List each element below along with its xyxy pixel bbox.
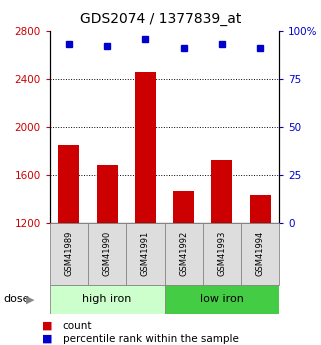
Text: ■: ■: [42, 321, 52, 331]
Bar: [88, 223, 126, 285]
Bar: [173, 191, 194, 223]
Bar: [58, 145, 79, 223]
Text: GSM41994: GSM41994: [256, 231, 265, 276]
Text: high iron: high iron: [82, 294, 132, 304]
Text: dose: dose: [3, 294, 30, 304]
Bar: [50, 285, 164, 314]
Bar: [50, 223, 88, 285]
Text: ■: ■: [42, 334, 52, 344]
Bar: [126, 223, 164, 285]
Bar: [164, 223, 203, 285]
Text: percentile rank within the sample: percentile rank within the sample: [63, 334, 239, 344]
Bar: [97, 165, 118, 223]
Text: count: count: [63, 321, 92, 331]
Bar: [135, 72, 156, 223]
Text: GSM41992: GSM41992: [179, 231, 188, 276]
Bar: [203, 223, 241, 285]
Text: GSM41989: GSM41989: [65, 231, 74, 276]
Text: GSM41993: GSM41993: [217, 231, 226, 276]
Text: GSM41990: GSM41990: [103, 231, 112, 276]
Text: GDS2074 / 1377839_at: GDS2074 / 1377839_at: [80, 12, 241, 26]
Text: low iron: low iron: [200, 294, 244, 304]
Text: GSM41991: GSM41991: [141, 231, 150, 276]
Bar: [164, 285, 279, 314]
Bar: [211, 160, 232, 223]
Bar: [250, 195, 271, 223]
Text: ▶: ▶: [26, 294, 35, 304]
Bar: [241, 223, 279, 285]
